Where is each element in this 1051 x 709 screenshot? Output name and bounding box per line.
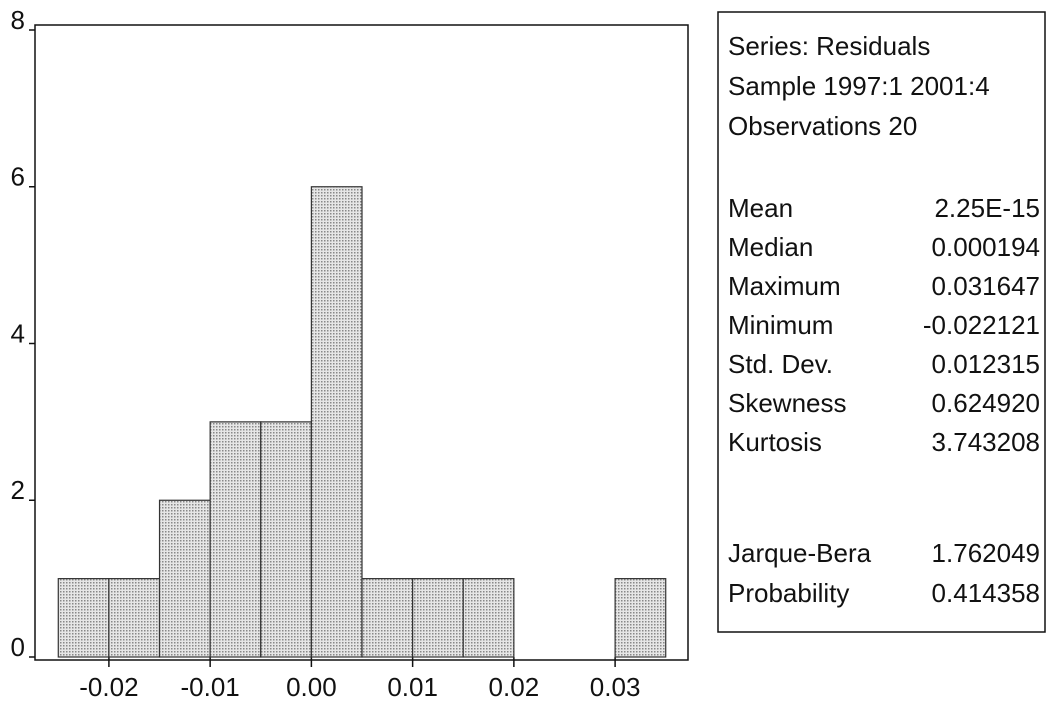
stat-label: Maximum (728, 271, 841, 301)
stat-label: Mean (728, 193, 793, 223)
stat-value: 2.25E-15 (934, 193, 1040, 223)
bar (260, 421, 312, 658)
x-tick-label: 0.01 (387, 672, 438, 702)
bar (361, 578, 414, 658)
bar (209, 421, 262, 658)
y-tick-label: 2 (11, 475, 25, 505)
x-tick-label: 0.00 (286, 672, 337, 702)
stat-value: -0.022121 (923, 310, 1040, 340)
stat-value: 3.743208 (932, 427, 1040, 457)
stat-value: 0.012315 (932, 349, 1040, 379)
stats-box (717, 11, 1046, 633)
y-tick-label: 8 (11, 5, 25, 35)
bar (158, 499, 211, 658)
y-tick-label: 4 (11, 318, 25, 348)
stat-label: Std. Dev. (728, 349, 833, 379)
bar (57, 578, 110, 658)
test-label: Jarque-Bera (728, 538, 872, 568)
y-tick-label: 0 (11, 632, 25, 662)
stat-label: Skewness (728, 388, 847, 418)
stat-value: 0.624920 (932, 388, 1040, 418)
test-value: 0.414358 (932, 578, 1040, 608)
x-tick-label: -0.02 (79, 672, 138, 702)
stat-label: Median (728, 232, 813, 262)
test-value: 1.762049 (932, 538, 1040, 568)
x-tick-label: 0.02 (489, 672, 540, 702)
bar (614, 578, 667, 658)
x-tick-label: -0.01 (181, 672, 240, 702)
plot-frame (34, 24, 689, 661)
y-tick-label: 6 (11, 162, 25, 192)
stats-header: Series: Residuals (728, 31, 930, 61)
bar (412, 578, 464, 658)
stat-value: 0.031647 (932, 271, 1040, 301)
bar (462, 578, 515, 658)
stats-header: Observations 20 (728, 111, 917, 141)
bar (310, 186, 363, 658)
stat-value: 0.000194 (932, 232, 1040, 262)
stat-label: Kurtosis (728, 427, 822, 457)
bar (108, 578, 161, 658)
test-label: Probability (728, 578, 849, 608)
x-tick-label: 0.03 (590, 672, 641, 702)
stat-label: Minimum (728, 310, 833, 340)
stats-header: Sample 1997:1 2001:4 (728, 71, 990, 101)
